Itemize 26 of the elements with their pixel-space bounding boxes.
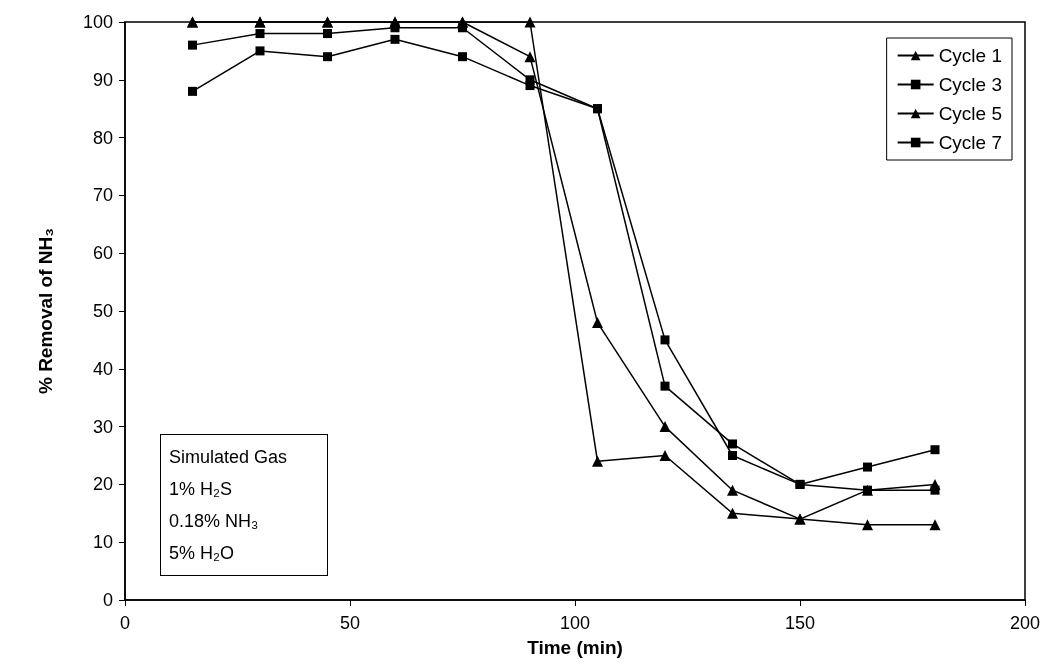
x-tick-label: 150 (784, 613, 816, 633)
x-tick-label: 100 (559, 613, 591, 633)
y-tick-label: 0 (102, 590, 113, 610)
y-tick-label: 10 (92, 532, 113, 553)
y-tick-label: 90 (92, 69, 113, 90)
x-tick-label: 200 (1009, 613, 1041, 633)
legend-label: Cycle 7 (938, 132, 1002, 153)
annotation: Simulated Gas (169, 446, 288, 469)
y-tick-label: 70 (92, 185, 113, 206)
y-tick-label: 20 (92, 474, 113, 495)
annotation: 1% H₂S (169, 478, 233, 501)
y-tick-label: 50 (92, 301, 113, 321)
annotation: 0.18% NH₃ (169, 510, 260, 533)
x-tick-label: 0 (119, 613, 131, 633)
legend-label: Cycle 1 (938, 45, 1002, 66)
y-tick-label: 60 (92, 243, 113, 264)
legend-label: Cycle 5 (938, 103, 1002, 124)
y-axis-title: % Removal of NH₃ (35, 227, 56, 395)
y-tick-label: 30 (92, 416, 113, 437)
y-tick-label: 40 (92, 358, 113, 379)
legend-label: Cycle 3 (938, 74, 1002, 95)
x-tick-label: 50 (339, 613, 361, 633)
x-axis-title: Time (min) (527, 637, 623, 658)
y-tick-label: 80 (92, 127, 113, 148)
annotation: 5% H₂O (169, 542, 235, 565)
y-tick-label: 100 (82, 12, 113, 32)
